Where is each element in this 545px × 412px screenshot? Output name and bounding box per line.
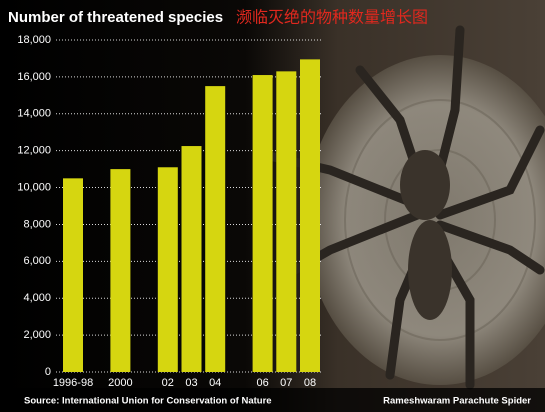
bar [110, 169, 131, 372]
photo-caption: Rameshwaram Parachute Spider [383, 396, 531, 407]
x-tick-label: 08 [304, 377, 316, 389]
x-tick-label: 07 [280, 377, 292, 389]
bar [181, 146, 202, 372]
y-tick-label: 0 [45, 366, 51, 378]
y-tick-label: 18,000 [17, 34, 51, 46]
y-tick-label: 10,000 [17, 181, 51, 193]
chart-subtitle: 濒临灭绝的物种数量增长图 [236, 8, 428, 27]
bar [157, 167, 178, 372]
x-tick-label: 2000 [108, 377, 132, 389]
x-tick-label: 04 [209, 377, 221, 389]
source-note: Source: International Union for Conserva… [24, 396, 272, 407]
bar [276, 71, 297, 372]
x-tick-label: 02 [162, 377, 174, 389]
y-tick-label: 14,000 [17, 108, 51, 120]
chart-title: Number of threatened species [8, 9, 223, 26]
y-tick-label: 4,000 [23, 292, 51, 304]
x-tick-label: 1996-98 [53, 377, 93, 389]
bar [205, 86, 226, 372]
x-tick-label: 03 [185, 377, 197, 389]
y-tick-label: 12,000 [17, 145, 51, 157]
y-tick-label: 16,000 [17, 71, 51, 83]
y-tick-label: 8,000 [23, 218, 51, 230]
bar [63, 178, 83, 372]
bar [300, 59, 320, 372]
x-tick-label: 06 [256, 377, 268, 389]
bar [252, 75, 273, 373]
y-tick-label: 6,000 [23, 255, 51, 267]
y-tick-label: 2,000 [23, 329, 51, 341]
